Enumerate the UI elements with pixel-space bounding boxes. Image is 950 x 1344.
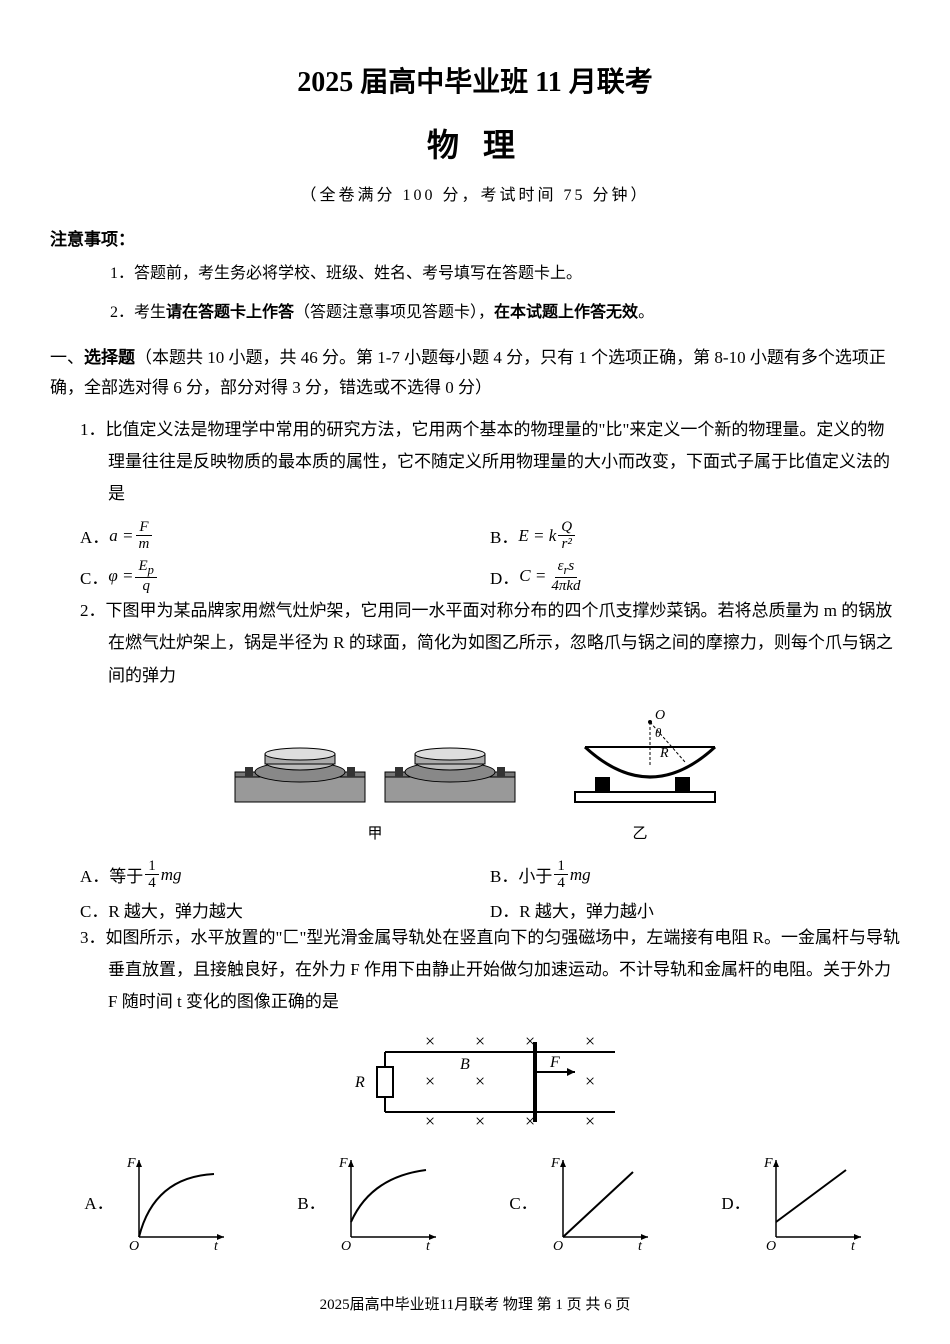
svg-text:×: × xyxy=(475,1111,485,1131)
q1-options-row1: A． a = Fm B． E = k Qr² xyxy=(80,519,900,553)
q3-b-label: B． xyxy=(297,1189,325,1214)
graph-c-icon: F t O xyxy=(543,1152,653,1252)
bowl-icon: O θ R xyxy=(555,707,725,817)
section-1-title: 一、选择题（本题共 10 小题，共 46 分。第 1-7 小题每小题 4 分，只… xyxy=(50,343,900,404)
q3-c-label: C． xyxy=(509,1189,537,1214)
graph-d-icon: F t O xyxy=(756,1152,866,1252)
q2-option-b: B．小于 14 mg xyxy=(490,858,900,892)
circuit-f-label: F xyxy=(549,1054,560,1071)
svg-text:t: t xyxy=(214,1239,219,1252)
svg-text:F: F xyxy=(338,1156,348,1171)
circuit-r-label: R xyxy=(354,1074,365,1091)
svg-text:F: F xyxy=(763,1156,773,1171)
q2-b-suf: mg xyxy=(570,865,591,885)
stove-icon xyxy=(225,717,525,817)
q2-figures: 甲 O θ R 乙 xyxy=(50,707,900,843)
q2-text-span: 2．下图甲为某品牌家用燃气灶炉架，它用同一水平面对称分布的四个爪支撑炒菜锅。若将… xyxy=(80,601,893,685)
svg-text:×: × xyxy=(585,1031,595,1051)
sec1-pre: 一、 xyxy=(50,348,84,367)
circuit-icon: ×××× ××× ×××× R B F xyxy=(315,1027,635,1137)
bowl-theta-label: θ xyxy=(655,725,662,740)
q2-fig-jia-label: 甲 xyxy=(225,822,525,843)
exam-info: （全卷满分 100 分，考试时间 75 分钟） xyxy=(50,181,900,205)
svg-text:×: × xyxy=(425,1031,435,1051)
title-sub: 物 理 xyxy=(50,120,900,166)
svg-text:O: O xyxy=(766,1239,776,1252)
q2-a-suf: mg xyxy=(161,865,182,885)
q3-circuit: ×××× ××× ×××× R B F xyxy=(50,1027,900,1142)
svg-text:×: × xyxy=(425,1071,435,1091)
svg-text:×: × xyxy=(475,1071,485,1091)
graph-a-icon: F t O xyxy=(119,1152,229,1252)
instr2-pre: 2．考生 xyxy=(110,304,166,321)
q2-options-row2: C．R 越大，弹力越大 D．R 越大，弹力越小 xyxy=(80,897,900,922)
instruction-2: 2．考生请在答题卡上作答（答题注意事项见答题卡），在本试题上作答无效。 xyxy=(110,299,900,328)
q2-option-a: A．等于 14 mg xyxy=(80,858,490,892)
q2-options-row1: A．等于 14 mg B．小于 14 mg xyxy=(80,858,900,892)
bowl-o-label: O xyxy=(655,708,665,723)
q1-option-b: B． E = k Qr² xyxy=(490,519,900,553)
svg-text:×: × xyxy=(475,1031,485,1051)
svg-text:O: O xyxy=(129,1239,139,1252)
q1-option-a: A． a = Fm xyxy=(80,519,490,553)
svg-text:F: F xyxy=(550,1156,560,1171)
q2-figure-yi: O θ R 乙 xyxy=(555,707,725,843)
q2-a-pre: A．等于 xyxy=(80,862,143,887)
svg-text:t: t xyxy=(638,1239,643,1252)
circuit-b-label: B xyxy=(460,1056,470,1073)
title-main: 2025 届高中毕业班 11 月联考 xyxy=(50,60,900,100)
question-3: 3．如图所示，水平放置的"匚"型光滑金属导轨处在竖直向下的匀强磁场中，左端接有电… xyxy=(80,922,900,1019)
q3-a-label: A． xyxy=(84,1189,113,1214)
sec1-text: （本题共 10 小题，共 46 分。第 1-7 小题每小题 4 分，只有 1 个… xyxy=(50,348,886,398)
q2-figure-jia: 甲 xyxy=(225,717,525,843)
q3-graph-b: B． F t O xyxy=(297,1152,440,1252)
svg-text:t: t xyxy=(851,1239,856,1252)
q3-graph-c: C． F t O xyxy=(509,1152,652,1252)
question-1: 1．比值定义法是物理学中常用的研究方法，它用两个基本的物理量的"比"来定义一个新… xyxy=(80,414,900,511)
q2-option-c: C．R 越大，弹力越大 xyxy=(80,897,490,922)
instruction-1: 1．答题前，考生务必将学校、班级、姓名、考号填写在答题卡上。 xyxy=(110,260,900,289)
instr2-end: 。 xyxy=(638,304,654,321)
q3-d-label: D． xyxy=(721,1189,750,1214)
notice-header: 注意事项： xyxy=(50,225,900,250)
instr2-b2: 在本试题上作答无效 xyxy=(494,304,638,321)
svg-text:O: O xyxy=(553,1239,563,1252)
q1-b-label: B． xyxy=(490,523,518,548)
q3-text: 3．如图所示，水平放置的"匚"型光滑金属导轨处在竖直向下的匀强磁场中，左端接有电… xyxy=(80,922,900,1019)
q1-c-label: C． xyxy=(80,564,108,589)
q3-graph-a: A． F t O xyxy=(84,1152,228,1252)
instr2-b1: 请在答题卡上作答 xyxy=(166,304,294,321)
q2-text: 2．下图甲为某品牌家用燃气灶炉架，它用同一水平面对称分布的四个爪支撑炒菜锅。若将… xyxy=(80,595,900,692)
bowl-r-label: R xyxy=(659,746,669,761)
q1-option-c: C． φ = Epq xyxy=(80,558,490,595)
q1-options-row2: C． φ = Epq D． C = εrs4πkd xyxy=(80,558,900,595)
q1-text: 1．比值定义法是物理学中常用的研究方法，它用两个基本的物理量的"比"来定义一个新… xyxy=(80,414,900,511)
q3-graphs: A． F t O B． F t O C． xyxy=(50,1152,900,1252)
svg-text:O: O xyxy=(341,1239,351,1252)
q2-fig-yi-label: 乙 xyxy=(555,822,725,843)
q3-graph-d: D． F t O xyxy=(721,1152,865,1252)
svg-text:F: F xyxy=(126,1156,136,1171)
q1-d-label: D． xyxy=(490,564,519,589)
page-footer: 2025届高中毕业班11月联考 物理 第 1 页 共 6 页 xyxy=(0,1293,950,1314)
svg-text:×: × xyxy=(585,1071,595,1091)
q1-option-d: D． C = εrs4πkd xyxy=(490,558,900,595)
sec1-bold: 选择题 xyxy=(84,348,135,367)
svg-text:×: × xyxy=(585,1111,595,1131)
question-2: 2．下图甲为某品牌家用燃气灶炉架，它用同一水平面对称分布的四个爪支撑炒菜锅。若将… xyxy=(80,595,900,692)
q2-option-d: D．R 越大，弹力越小 xyxy=(490,897,900,922)
svg-text:×: × xyxy=(425,1111,435,1131)
q1-a-label: A． xyxy=(80,523,109,548)
graph-b-icon: F t O xyxy=(331,1152,441,1252)
q2-b-pre: B．小于 xyxy=(490,862,552,887)
svg-text:t: t xyxy=(426,1239,431,1252)
instr2-mid: （答题注意事项见答题卡）， xyxy=(294,304,494,321)
